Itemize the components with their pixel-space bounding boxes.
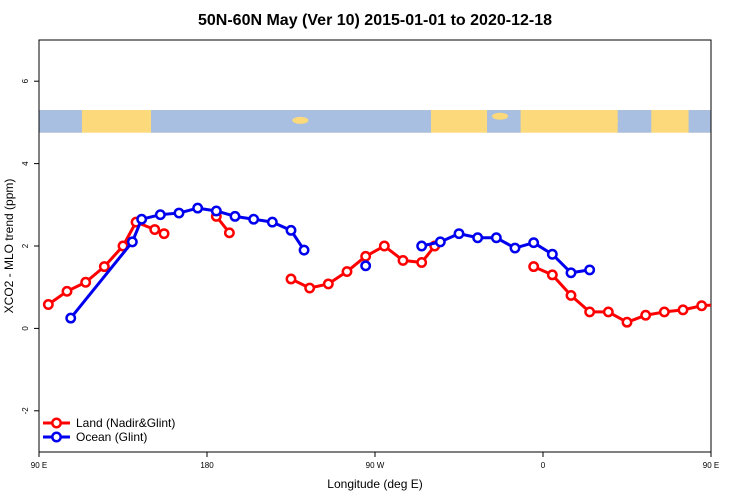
map-landmass bbox=[492, 112, 509, 120]
data-point bbox=[378, 240, 390, 252]
data-point bbox=[61, 285, 73, 297]
legend-label-land: Land (Nadir&Glint) bbox=[76, 416, 175, 430]
data-point bbox=[360, 260, 372, 272]
map-landmass bbox=[440, 116, 467, 128]
data-point bbox=[223, 227, 235, 239]
data-point bbox=[154, 209, 166, 221]
data-point bbox=[509, 242, 521, 254]
map-landmass bbox=[85, 120, 105, 129]
y-axis: -2 0 2 4 6 bbox=[21, 78, 39, 414]
y-tick-label: 0 bbox=[21, 326, 30, 331]
legend: Land (Nadir&Glint) Ocean (Glint) bbox=[43, 416, 175, 444]
data-point bbox=[248, 213, 260, 225]
data-point bbox=[528, 261, 540, 273]
data-point bbox=[126, 236, 138, 248]
map-ocean-region bbox=[617, 110, 652, 133]
data-point bbox=[285, 273, 297, 285]
data-point bbox=[621, 316, 633, 328]
data-point bbox=[490, 232, 502, 244]
x-tick-label: 90 W bbox=[366, 461, 385, 470]
map-ocean-region bbox=[39, 110, 82, 133]
data-point bbox=[735, 287, 743, 295]
legend-marker-land bbox=[51, 417, 62, 429]
data-point bbox=[210, 205, 222, 217]
data-point bbox=[298, 244, 310, 256]
y-tick-label: 2 bbox=[21, 243, 30, 248]
data-point bbox=[42, 299, 54, 310]
data-point bbox=[434, 236, 446, 248]
data-point bbox=[173, 207, 185, 219]
series-ocean bbox=[65, 202, 750, 324]
data-point bbox=[416, 257, 428, 268]
map-landmass bbox=[103, 115, 117, 122]
data-point bbox=[158, 228, 170, 240]
series-layer bbox=[42, 202, 750, 328]
x-tick-label: 90 E bbox=[31, 461, 47, 470]
data-point bbox=[80, 276, 92, 288]
data-point bbox=[584, 264, 596, 276]
map-landmass bbox=[602, 116, 619, 124]
data-point bbox=[565, 289, 577, 301]
data-point bbox=[192, 202, 204, 214]
plot-area-frame bbox=[38, 39, 712, 453]
data-point bbox=[602, 306, 614, 318]
y-tick-label: 4 bbox=[21, 161, 30, 166]
data-point bbox=[136, 213, 148, 225]
legend-marker-ocean bbox=[51, 431, 62, 443]
y-axis-label: XCO2 - MLO trend (ppm) bbox=[2, 179, 16, 314]
data-point bbox=[341, 266, 353, 277]
map-ocean-region bbox=[151, 110, 431, 133]
legend-item-ocean: Ocean (Glint) bbox=[43, 430, 147, 444]
data-point bbox=[584, 306, 596, 318]
data-point bbox=[266, 216, 278, 228]
y-tick-label: 6 bbox=[21, 78, 30, 83]
series-line bbox=[743, 208, 750, 318]
data-point bbox=[322, 278, 334, 290]
data-point bbox=[360, 250, 372, 262]
data-point bbox=[716, 300, 724, 308]
x-axis-label: Longitude (deg E) bbox=[327, 477, 422, 491]
chart-title: 50N-60N May (Ver 10) 2015-01-01 to 2020-… bbox=[198, 12, 552, 29]
data-point bbox=[397, 254, 409, 266]
data-point bbox=[565, 267, 577, 279]
legend-item-land: Land (Nadir&Glint) bbox=[43, 416, 175, 430]
data-point bbox=[472, 232, 484, 244]
data-point bbox=[304, 282, 316, 294]
data-point bbox=[677, 304, 689, 316]
data-point bbox=[640, 309, 652, 321]
data-point bbox=[149, 224, 161, 235]
data-point bbox=[285, 224, 297, 236]
data-point bbox=[739, 314, 747, 322]
data-point bbox=[696, 300, 708, 312]
x-tick-label: 90 E bbox=[703, 461, 719, 470]
x-tick-label: 0 bbox=[541, 461, 546, 470]
series-land bbox=[42, 210, 743, 328]
series-line bbox=[421, 232, 590, 275]
map-ocean-region bbox=[688, 110, 711, 133]
data-point bbox=[528, 237, 540, 249]
y-tick-label: -2 bbox=[21, 407, 30, 415]
data-point bbox=[229, 210, 241, 222]
x-axis: 90 E 180 90 W 0 90 E bbox=[31, 452, 719, 470]
data-point bbox=[453, 228, 465, 240]
data-point bbox=[65, 312, 77, 324]
data-point bbox=[546, 269, 558, 281]
world-map-strip bbox=[39, 110, 711, 133]
x-tick-label: 180 bbox=[200, 461, 214, 470]
map-landmass bbox=[292, 116, 309, 124]
data-point bbox=[98, 261, 110, 273]
legend-label-ocean: Ocean (Glint) bbox=[76, 430, 147, 444]
data-point bbox=[658, 306, 670, 318]
data-point bbox=[546, 248, 558, 260]
data-point bbox=[416, 240, 428, 252]
